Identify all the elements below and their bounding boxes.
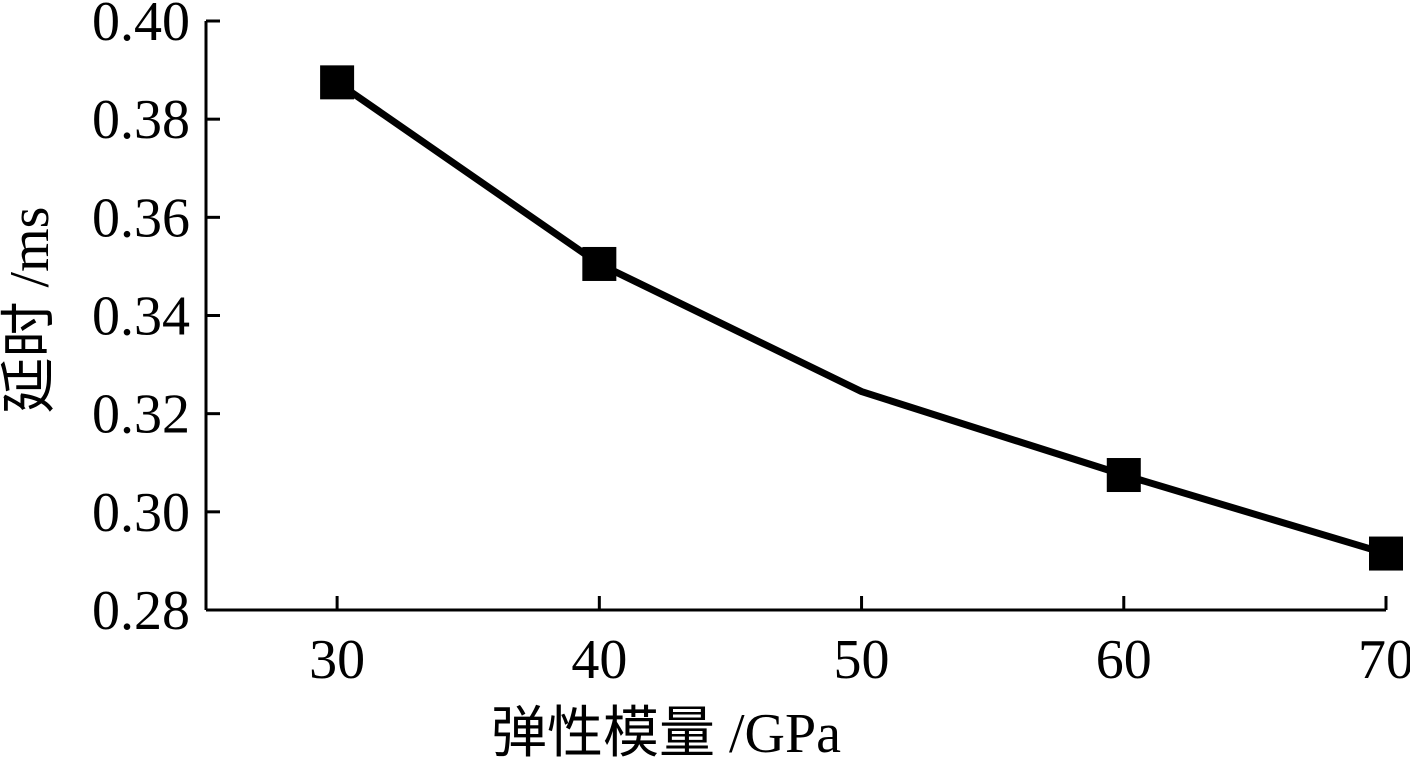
series-line — [333, 78, 1390, 558]
y-tick-label: 0.38 — [92, 89, 190, 151]
y-tick-label: 0.36 — [92, 187, 190, 249]
series-layer — [320, 65, 1403, 571]
x-tick-label: 30 — [309, 629, 365, 691]
data-point-marker — [582, 246, 617, 281]
x-tick-label: 40 — [571, 629, 627, 691]
x-ticks: 30 40 50 60 70 — [309, 596, 1410, 691]
x-axis-title: 弹性模量 /GPa — [491, 703, 841, 763]
data-point-marker — [1106, 458, 1141, 493]
y-tick-label: 0.40 — [92, 0, 190, 53]
data-point-marker — [320, 65, 355, 100]
y-ticks: 0.28 0.30 0.32 0.34 0.36 0.38 0.40 — [92, 0, 220, 642]
y-tick-label: 0.30 — [92, 482, 190, 544]
y-axis-title: 延时 /ms — [0, 207, 61, 414]
x-tick-label: 70 — [1358, 629, 1410, 691]
data-point-marker — [1369, 536, 1403, 571]
y-tick-label: 0.32 — [92, 384, 190, 446]
axes — [204, 21, 1386, 612]
y-tick-label: 0.34 — [92, 286, 190, 348]
x-tick-label: 50 — [834, 629, 890, 691]
x-tick-label: 60 — [1096, 629, 1152, 691]
y-tick-label: 0.28 — [92, 580, 190, 642]
